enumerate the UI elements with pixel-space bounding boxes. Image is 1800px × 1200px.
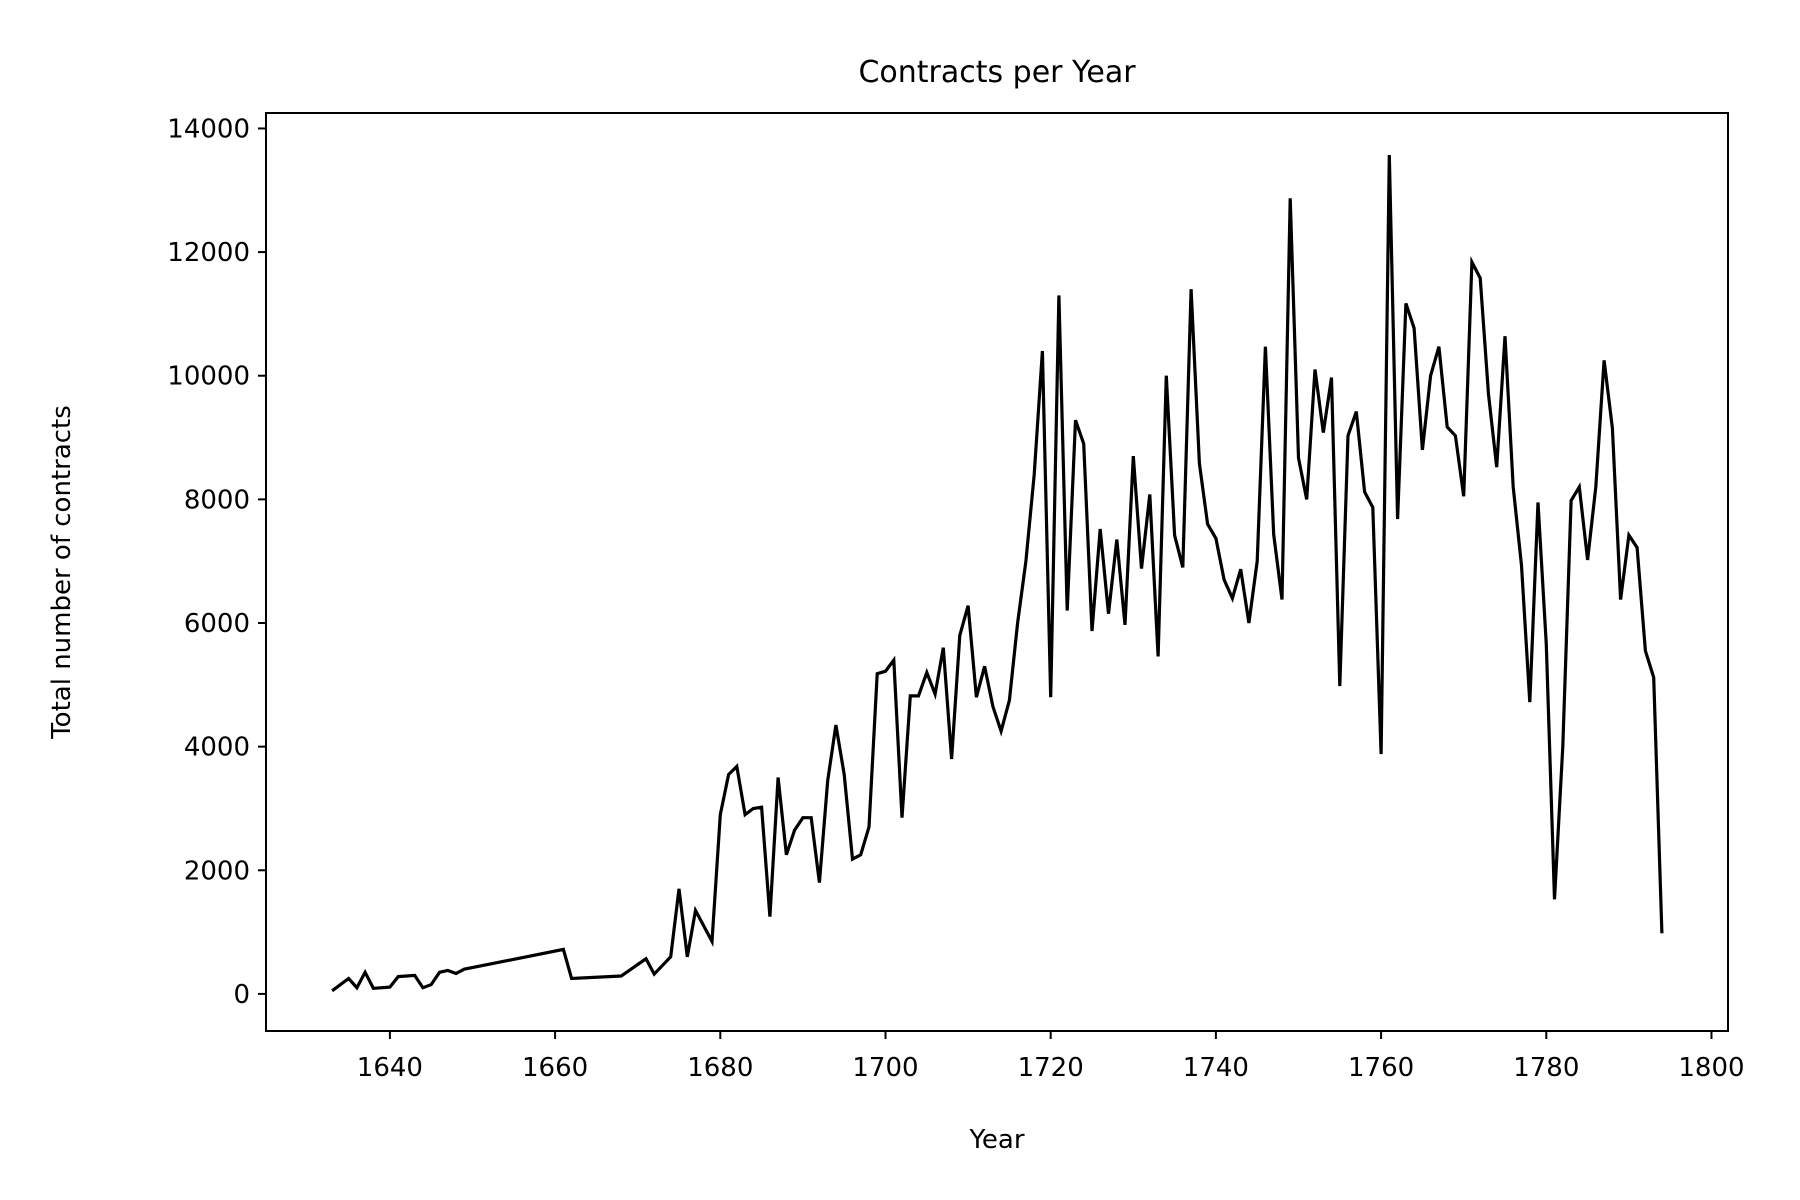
y-tick-label: 8000 bbox=[184, 485, 250, 515]
x-tick-label: 1720 bbox=[1018, 1053, 1084, 1083]
x-tick-label: 1740 bbox=[1183, 1053, 1249, 1083]
chart-title: Contracts per Year bbox=[858, 55, 1136, 90]
x-axis-label: Year bbox=[968, 1125, 1024, 1155]
y-tick-label: 2000 bbox=[184, 856, 250, 886]
x-tick-label: 1680 bbox=[687, 1053, 753, 1083]
x-tick-label: 1660 bbox=[522, 1053, 588, 1083]
x-tick-label: 1780 bbox=[1513, 1053, 1579, 1083]
y-axis-label: Total number of contracts bbox=[47, 405, 77, 740]
y-tick-label: 6000 bbox=[184, 609, 250, 639]
x-tick-label: 1700 bbox=[852, 1053, 918, 1083]
y-tick-label: 12000 bbox=[167, 238, 250, 268]
x-tick-label: 1800 bbox=[1678, 1053, 1744, 1083]
x-axis-ticks: 1640 1660 1680 1700 1720 1740 1760 1780 1800 bbox=[357, 1031, 1745, 1083]
x-tick-label: 1760 bbox=[1348, 1053, 1414, 1083]
y-tick-label: 0 bbox=[233, 980, 250, 1010]
series-line bbox=[331, 154, 1664, 993]
x-tick-label: 1640 bbox=[357, 1053, 423, 1083]
plot-area-frame bbox=[265, 112, 1729, 1032]
y-axis-ticks: 0 2000 4000 6000 8000 10000 12000 14000 bbox=[167, 114, 266, 1010]
y-tick-label: 14000 bbox=[167, 114, 250, 144]
y-tick-label: 10000 bbox=[167, 362, 250, 392]
y-tick-label: 4000 bbox=[184, 733, 250, 763]
